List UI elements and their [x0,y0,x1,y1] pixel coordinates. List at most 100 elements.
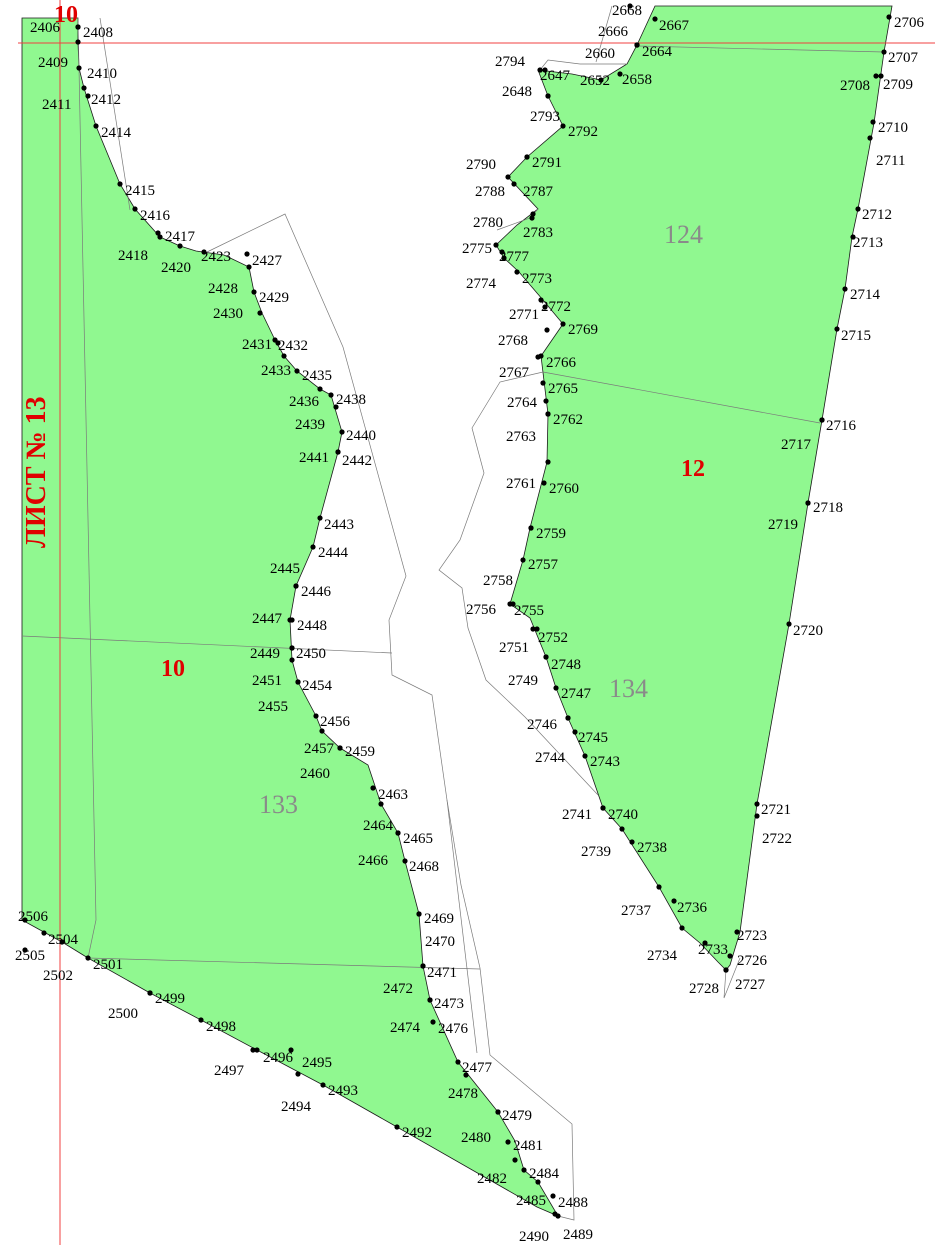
survey-point-label: 2707 [888,50,919,66]
survey-point-label: 2501 [93,957,123,973]
survey-point-marker [617,71,623,77]
survey-point-label: 2455 [258,699,288,715]
boundary-line [542,371,821,424]
survey-point-marker [629,839,635,845]
survey-point-label: 2793 [530,109,560,125]
survey-point-label: 2445 [270,561,300,577]
survey-point-label: 2454 [302,678,333,694]
survey-point-marker [540,380,546,386]
survey-point-label: 2482 [477,1171,507,1187]
survey-point-label: 2716 [826,418,857,434]
survey-point-marker [294,368,300,374]
survey-point-label: 2774 [466,276,497,292]
survey-point-marker [727,953,733,959]
survey-point-marker [786,621,792,627]
survey-point-label: 2708 [840,78,870,94]
survey-point-label: 2420 [161,260,191,276]
survey-point-label: 2794 [495,54,526,70]
survey-point-label: 2660 [585,46,615,62]
survey-point-label: 2444 [318,545,349,561]
survey-point-label: 2728 [689,981,719,997]
survey-point-label: 2736 [677,900,708,916]
survey-point-label: 2408 [83,25,113,41]
survey-point-label: 2717 [781,437,812,453]
survey-point-marker [155,230,161,236]
survey-point-label: 2771 [509,307,539,323]
survey-point-label: 2485 [516,1193,546,1209]
survey-point-label: 2765 [548,381,578,397]
survey-point-marker [520,557,526,563]
survey-point-marker [534,626,540,632]
survey-point-label: 2719 [768,517,798,533]
survey-point-marker [652,16,658,22]
survey-point-label: 2423 [201,249,231,265]
survey-point-marker [59,939,65,945]
parcel-left [21,17,559,1217]
survey-point-label: 2743 [590,754,620,770]
survey-point-marker [565,715,571,721]
survey-point-label: 2488 [558,1195,588,1211]
survey-point-label: 2648 [502,84,532,100]
survey-point-marker [542,67,548,73]
survey-point-marker [600,805,606,811]
survey-point-label: 2758 [483,573,513,589]
survey-point-marker [420,963,426,969]
survey-point-label: 2474 [390,1020,421,1036]
survey-point-marker [313,713,319,719]
survey-point-marker [378,801,384,807]
boundary-line [539,59,627,71]
survey-point-marker [281,353,287,359]
survey-point-label: 2749 [508,673,538,689]
survey-point-marker [289,617,295,623]
survey-point-marker [394,1124,400,1130]
survey-point-label: 2763 [506,429,536,445]
survey-point-label: 2451 [252,673,282,689]
survey-point-label: 2760 [549,481,579,497]
survey-point-marker [734,929,740,935]
survey-point-label: 2500 [108,1006,138,1022]
survey-point-marker [81,85,87,91]
survey-point-label: 2436 [289,394,320,410]
survey-point-marker [339,429,345,435]
survey-point-marker [333,404,339,410]
survey-point-marker [545,411,551,417]
survey-point-label: 2414 [101,125,132,141]
survey-point-label: 2744 [535,750,566,766]
boundary-line [595,5,613,63]
boundary-line [87,957,481,970]
survey-point-label: 2652 [580,73,610,89]
survey-point-label: 2497 [214,1063,245,1079]
survey-point-label: 2755 [514,603,544,619]
survey-point-marker [656,884,662,890]
boundary-line [206,213,478,1054]
survey-point-marker [177,243,183,249]
survey-point-marker [22,947,28,953]
boundary-line [21,635,393,654]
boundary-line [77,17,97,959]
survey-point-label: 2443 [324,517,354,533]
survey-point-marker [538,353,544,359]
survey-point-marker [455,1059,461,1065]
survey-point-label: 2772 [541,299,571,315]
survey-point-label: 2466 [358,853,389,869]
survey-point-label: 2761 [506,476,536,492]
survey-point-label: 2792 [568,124,598,140]
survey-point-marker [201,249,207,255]
survey-point-marker [430,1019,436,1025]
area-label: 10 [161,656,185,682]
survey-point-label: 2416 [140,208,171,224]
survey-point-label: 2773 [522,271,552,287]
survey-point-label: 2745 [578,730,608,746]
survey-point-label: 2457 [304,741,335,757]
survey-point-label: 2470 [425,934,455,950]
survey-point-marker [198,1017,204,1023]
survey-point-marker [85,93,91,99]
survey-point-label: 2477 [462,1060,493,1076]
area-label: 134 [609,674,648,703]
survey-point-label: 2447 [252,611,283,627]
survey-point-marker [543,398,549,404]
survey-point-marker [289,657,295,663]
survey-points: 2406 2408 2409 2410 2411 2412 2414 2415 2416 2417… [15,3,925,1245]
boundary-line [446,799,575,1221]
